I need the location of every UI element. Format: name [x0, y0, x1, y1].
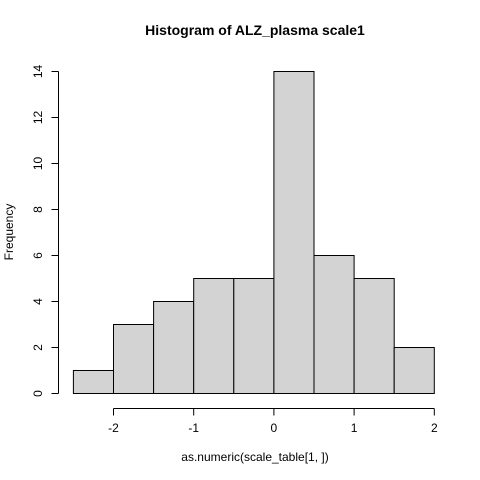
y-tick-label: 10 — [31, 157, 45, 171]
x-tick-label: 1 — [351, 421, 358, 435]
x-tick-label: -2 — [108, 421, 119, 435]
histogram-bar — [273, 71, 315, 394]
y-tick-label: 12 — [31, 111, 45, 125]
chart-title: Histogram of ALZ_plasma scale1 — [145, 22, 365, 38]
histogram-bar — [393, 347, 435, 394]
y-axis-label: Frequency — [2, 204, 16, 261]
y-tick-label: 0 — [31, 390, 45, 397]
x-axis-label: as.numeric(scale_table[1, ]) — [181, 450, 328, 464]
y-tick-label: 14 — [31, 65, 45, 79]
histogram-bar — [153, 301, 195, 394]
bars-group — [72, 71, 435, 394]
y-axis: 0 2 4 6 8 10 12 14 — [31, 65, 59, 397]
histogram-bar — [353, 278, 395, 394]
histogram-bar — [233, 278, 275, 394]
x-axis: -2 -1 0 1 2 — [108, 408, 438, 435]
y-tick-label: 4 — [31, 298, 45, 305]
histogram-bar — [72, 370, 114, 394]
x-tick-label: 2 — [431, 421, 438, 435]
histogram-bar — [113, 324, 155, 394]
y-tick-label: 6 — [31, 252, 45, 259]
x-tick-label: 0 — [271, 421, 278, 435]
histogram-bar — [193, 278, 235, 394]
histogram-bar — [313, 255, 355, 394]
y-tick-label: 2 — [31, 344, 45, 351]
y-tick-label: 8 — [31, 206, 45, 213]
x-tick-label: -1 — [188, 421, 199, 435]
